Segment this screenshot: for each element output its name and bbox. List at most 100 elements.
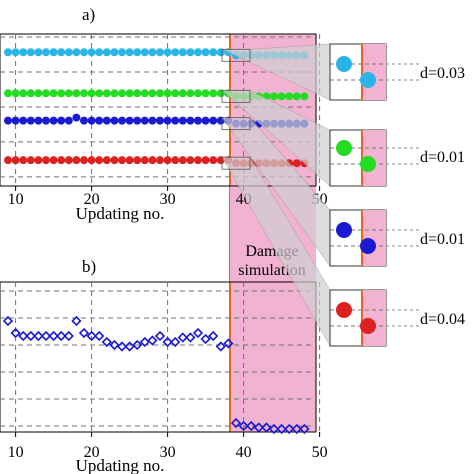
data-point xyxy=(19,89,28,98)
data-point xyxy=(4,89,12,98)
data-point xyxy=(177,332,188,343)
data-point xyxy=(102,48,111,57)
data-point xyxy=(201,89,210,98)
data-point xyxy=(87,156,96,165)
inset-annotation: d=0.01 xyxy=(420,149,465,166)
data-point xyxy=(133,89,142,98)
data-point xyxy=(34,89,43,98)
data-point xyxy=(230,417,242,429)
data-point xyxy=(268,423,280,435)
data-point xyxy=(125,48,134,57)
data-point xyxy=(209,48,218,57)
x-tick-label: 50 xyxy=(312,444,328,461)
data-point xyxy=(148,89,157,98)
panel-b: 10 20 30 40 50 b) Updating no. Damage simula… xyxy=(0,243,328,474)
inset-point-after xyxy=(360,238,376,254)
data-point xyxy=(11,48,20,57)
data-point xyxy=(80,48,88,57)
zoom-wedges xyxy=(221,43,331,348)
data-point xyxy=(26,116,35,125)
data-point xyxy=(171,116,180,125)
data-point xyxy=(42,116,50,125)
data-point xyxy=(110,156,119,165)
data-point xyxy=(140,116,149,125)
data-point xyxy=(261,422,272,433)
data-point xyxy=(246,420,257,432)
data-point xyxy=(49,89,58,98)
data-point xyxy=(125,156,134,165)
data-point xyxy=(11,116,20,125)
data-point xyxy=(209,116,218,125)
data-point xyxy=(101,336,112,348)
data-point xyxy=(163,89,172,98)
data-point xyxy=(156,48,164,57)
data-point xyxy=(201,116,210,125)
data-point xyxy=(19,48,28,57)
data-point xyxy=(64,89,73,98)
data-point xyxy=(64,48,73,57)
zoom-source-box xyxy=(221,48,251,62)
data-point xyxy=(118,156,126,165)
data-point xyxy=(223,338,234,349)
data-point xyxy=(118,48,126,57)
data-point xyxy=(125,89,134,98)
zoom-source-box xyxy=(221,156,251,170)
data-point xyxy=(49,48,58,57)
data-point xyxy=(110,89,119,98)
data-point xyxy=(285,92,294,101)
data-point xyxy=(87,89,96,98)
data-point xyxy=(154,330,166,342)
data-point xyxy=(148,48,157,57)
data-point xyxy=(2,315,14,327)
data-point xyxy=(102,156,111,165)
inset-highlight xyxy=(362,210,386,266)
data-point xyxy=(19,116,28,125)
plot-frame-a xyxy=(0,33,317,187)
data-point xyxy=(163,116,172,125)
damage-highlight xyxy=(230,282,316,432)
data-point xyxy=(49,156,58,165)
data-point xyxy=(10,327,21,339)
data-point xyxy=(40,330,52,342)
data-point xyxy=(42,89,50,98)
data-point xyxy=(19,156,28,165)
data-point xyxy=(140,156,149,165)
data-point xyxy=(4,116,12,125)
data-point xyxy=(49,116,58,125)
x-tick-label: 30 xyxy=(160,444,176,461)
data-point xyxy=(276,423,287,435)
data-point xyxy=(87,48,96,57)
inset-point-after xyxy=(360,318,376,334)
inset-annotation: d=0.04 xyxy=(420,311,465,328)
zoom-source-box xyxy=(221,117,251,131)
grid-b xyxy=(0,282,321,432)
data-point xyxy=(72,113,81,122)
data-point xyxy=(186,116,195,125)
data-point xyxy=(132,339,143,351)
data-point xyxy=(86,330,97,342)
data-point xyxy=(178,116,187,125)
data-point xyxy=(201,48,210,57)
data-point xyxy=(194,89,202,98)
data-point xyxy=(292,159,301,168)
data-point xyxy=(209,89,218,98)
data-point xyxy=(118,89,126,98)
data-point xyxy=(299,423,310,435)
data-point xyxy=(11,89,20,98)
data-point xyxy=(170,336,181,348)
data-point xyxy=(64,156,73,165)
data-point xyxy=(186,48,195,57)
inset-point-before xyxy=(336,222,352,238)
data-point xyxy=(95,48,104,57)
data-point xyxy=(215,341,226,352)
inset-highlight xyxy=(362,290,386,346)
zoom-source-box xyxy=(221,89,251,103)
data-point xyxy=(201,156,210,165)
data-point xyxy=(116,341,128,352)
data-point xyxy=(26,48,35,57)
data-point xyxy=(33,330,44,342)
x-axis-label-b: Updating no. xyxy=(76,456,165,474)
data-point xyxy=(80,116,88,125)
data-point xyxy=(178,48,187,57)
inset-highlight xyxy=(362,44,386,100)
